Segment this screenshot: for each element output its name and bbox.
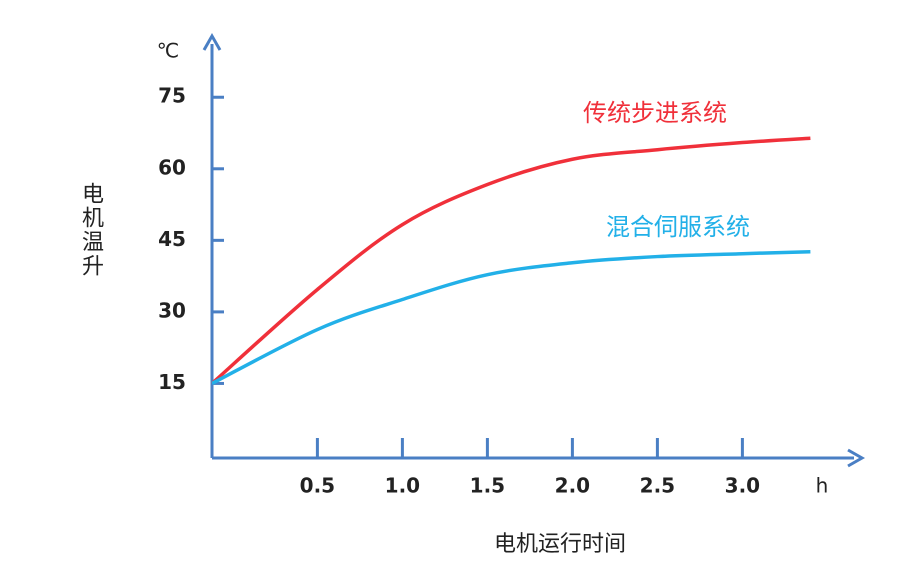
series-line (210, 136, 811, 385)
series-label: 混合伺服系统 (606, 213, 750, 241)
x-tick-label: 0.5 (300, 474, 335, 498)
y-tick-label: 60 (158, 155, 186, 179)
series-line (211, 250, 811, 386)
x-tick-label: 1.0 (385, 474, 420, 498)
series-label: 传统步进系统 (583, 99, 727, 127)
x-tick-label: 2.0 (555, 474, 590, 498)
y-unit: ℃ (157, 39, 179, 63)
x-tick-label: 2.5 (640, 474, 675, 498)
y-tick-label: 75 (158, 84, 186, 108)
y-tick-label: 45 (158, 227, 186, 251)
y-tick-label: 15 (158, 370, 186, 394)
y-axis-title: 电机温升 (78, 182, 104, 278)
y-axis-arrow (202, 32, 222, 51)
x-axis-arrow (847, 448, 866, 468)
x-unit: h (816, 474, 829, 498)
x-tick-label: 1.5 (470, 474, 505, 498)
y-tick-label: 30 (158, 298, 186, 322)
x-axis-title: 电机运行时间 (494, 532, 626, 557)
x-tick-label: 3.0 (725, 474, 760, 498)
